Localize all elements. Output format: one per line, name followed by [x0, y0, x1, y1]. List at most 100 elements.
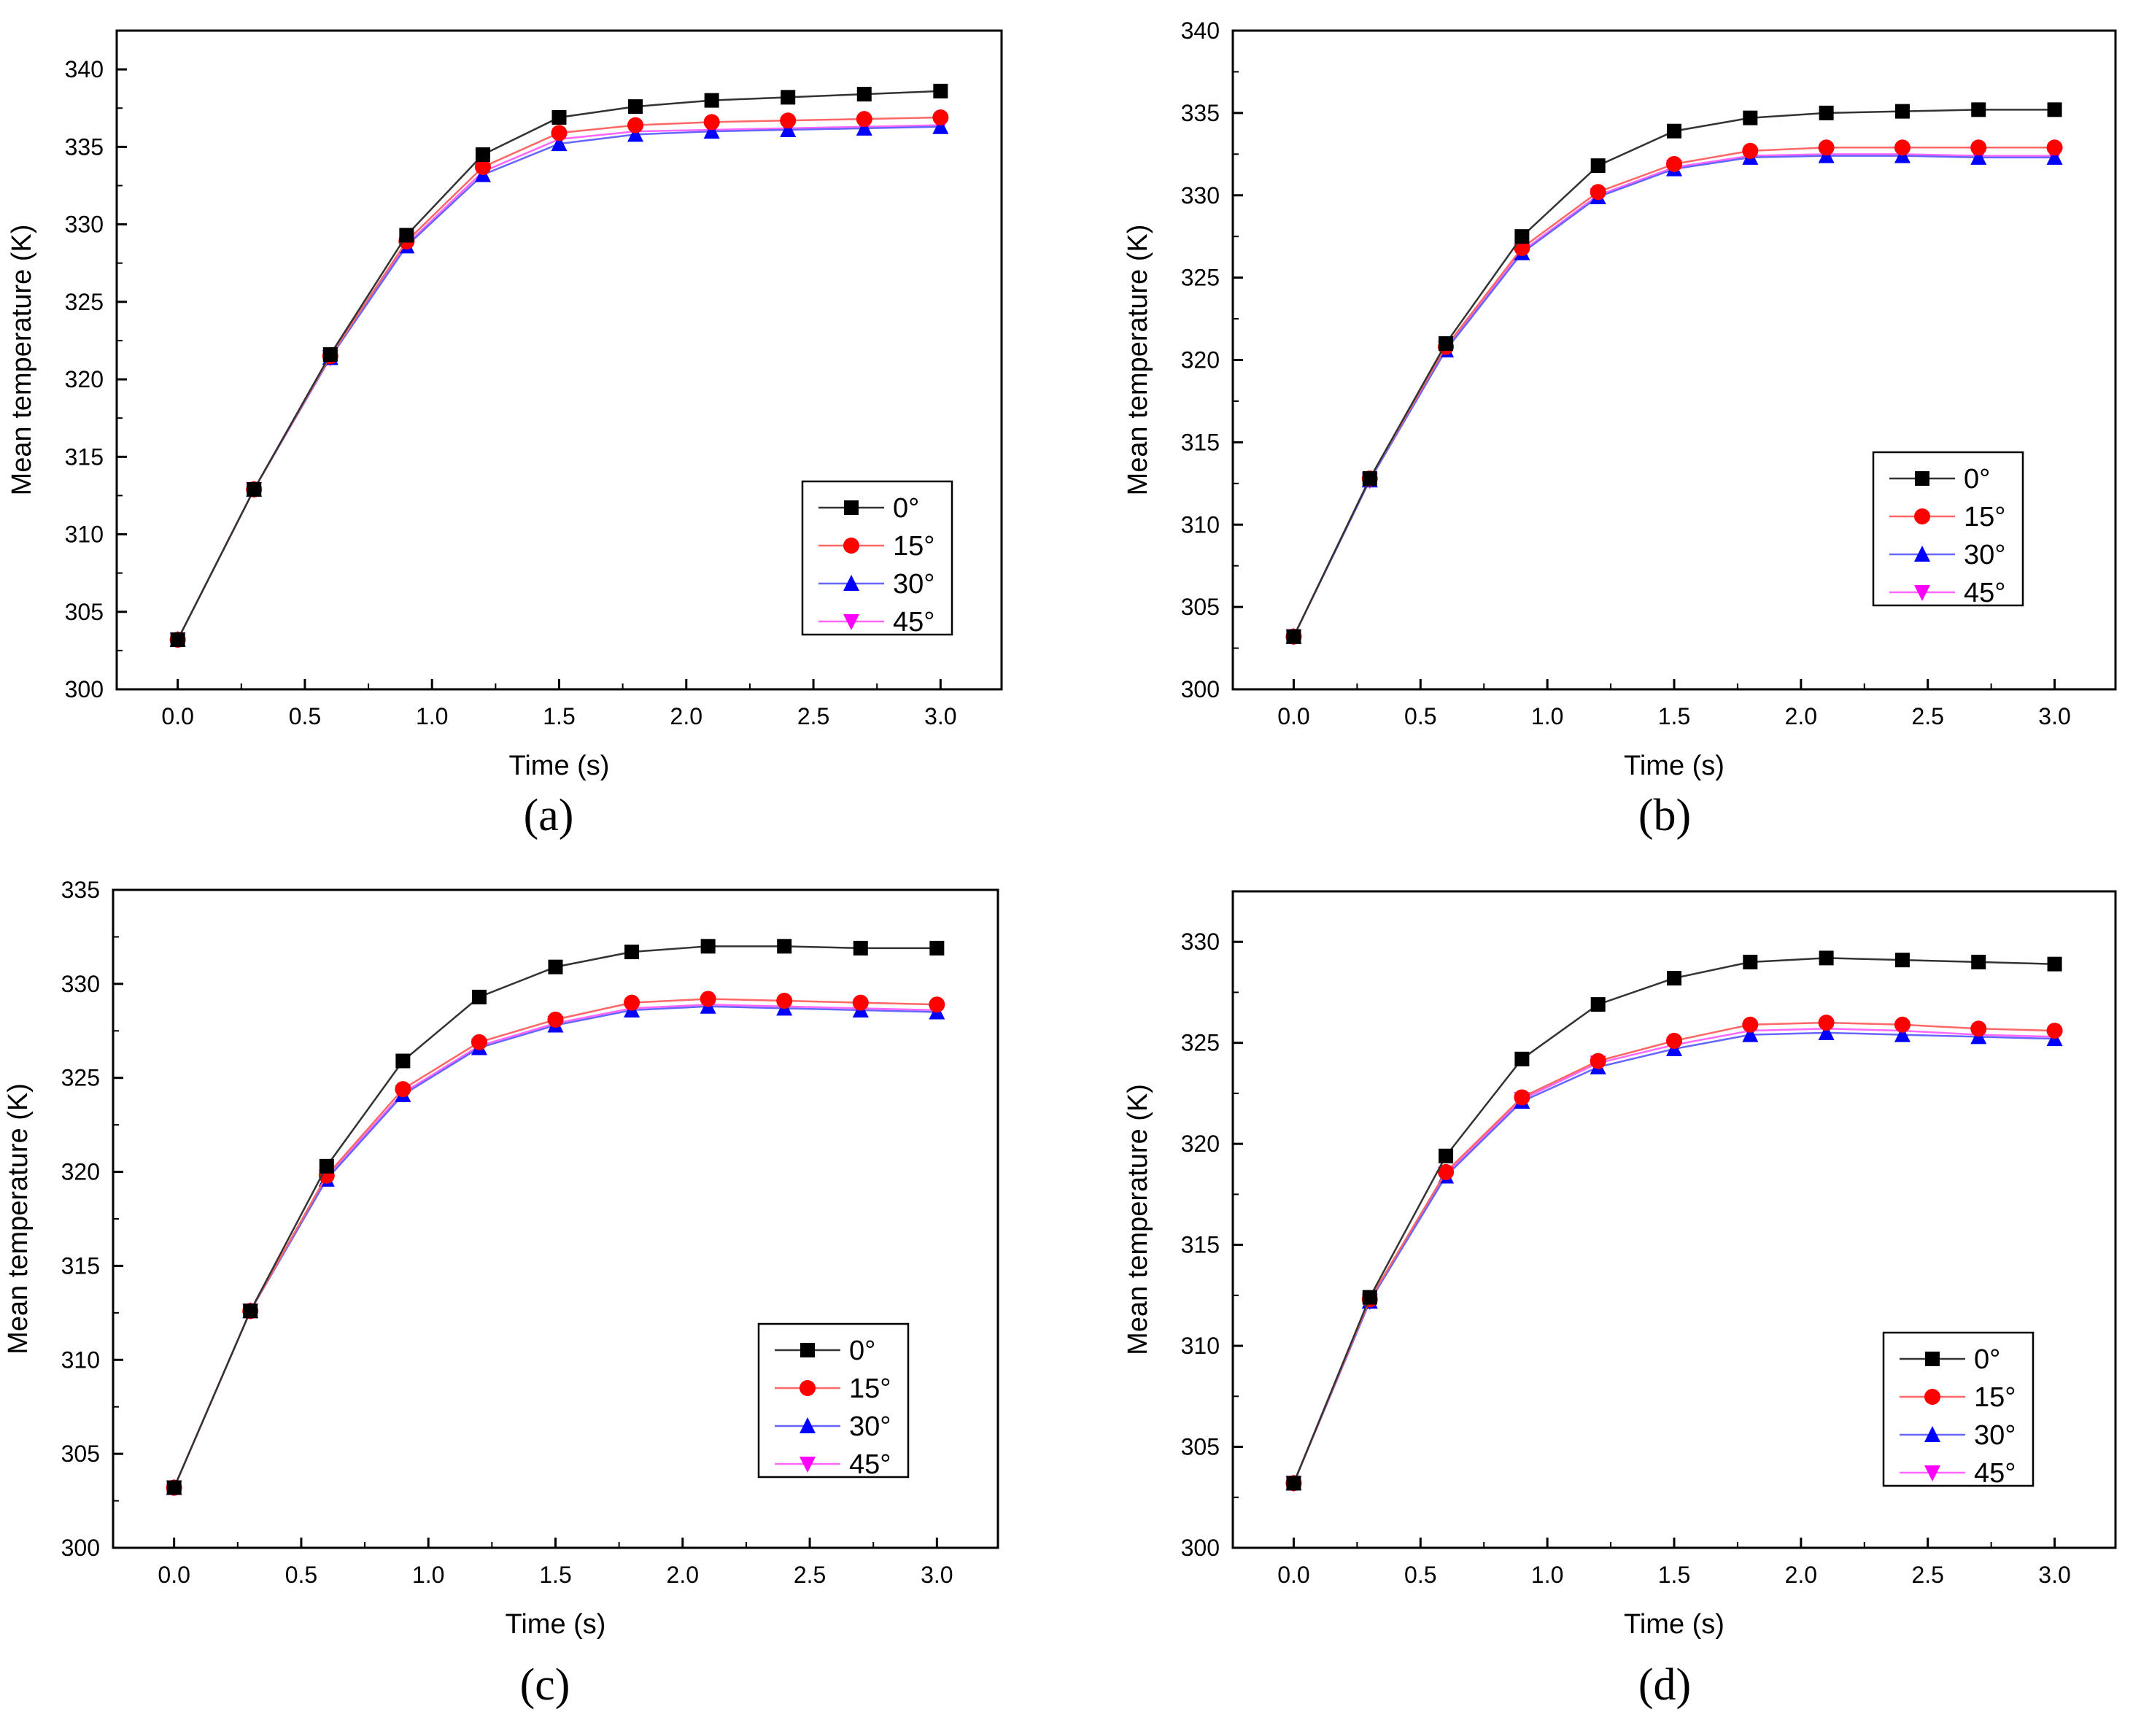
data-point — [1970, 148, 1987, 165]
legend-marker — [843, 538, 859, 554]
legend-marker — [843, 575, 859, 591]
legend-marker — [1925, 1352, 1940, 1366]
x-tick-label: 2.5 — [797, 703, 829, 729]
legend-label: 45° — [1964, 578, 2005, 608]
y-tick-label: 330 — [1181, 929, 1220, 955]
data-point — [933, 83, 948, 98]
data-point — [1819, 105, 1834, 120]
data-point — [1971, 954, 1986, 969]
data-point — [1666, 155, 1682, 172]
x-tick-label: 2.5 — [1911, 703, 1943, 729]
legend-label: 30° — [1964, 540, 2005, 570]
data-point — [474, 158, 491, 175]
data-point — [547, 1011, 564, 1028]
y-tick-label: 310 — [1181, 1333, 1220, 1359]
y-tick-label: 320 — [1181, 1131, 1220, 1157]
data-point — [627, 125, 644, 142]
x-tick-label: 2.0 — [1785, 703, 1817, 729]
x-tick-label: 2.5 — [1911, 1562, 1943, 1588]
series-0 — [170, 83, 948, 648]
legend-label: 15° — [1974, 1382, 2016, 1413]
legend-label: 0° — [893, 493, 919, 524]
y-axis-label: Mean temperature (K) — [1123, 1084, 1153, 1355]
legend-marker — [1915, 471, 1929, 486]
data-point — [777, 939, 792, 954]
data-point — [627, 117, 644, 133]
data-point — [1439, 336, 1454, 351]
legend-marker — [800, 1457, 816, 1473]
x-axis-label: Time (s) — [509, 751, 610, 781]
y-tick-label: 300 — [1181, 676, 1220, 702]
data-point — [1894, 1026, 1911, 1042]
legend: 0° 15° 30° 45° — [801, 480, 953, 638]
data-point — [243, 1303, 258, 1319]
data-point — [929, 996, 945, 1013]
x-tick-label: 1.0 — [1531, 703, 1563, 729]
data-point — [1590, 1053, 1606, 1069]
y-tick-label: 310 — [1181, 511, 1220, 538]
data-point — [853, 940, 868, 956]
y-tick-label: 310 — [61, 1346, 100, 1373]
x-tick-label: 3.0 — [924, 703, 956, 729]
data-point — [551, 109, 567, 125]
y-tick-label: 300 — [1181, 1535, 1220, 1561]
data-point — [170, 632, 185, 648]
y-tick-label: 320 — [1181, 347, 1220, 373]
legend-label: 30° — [1974, 1420, 2016, 1451]
data-point — [166, 1480, 182, 1495]
legend-marker — [1914, 508, 1930, 524]
data-point — [1970, 1020, 1987, 1037]
legend: 0° 15° 30° 45° — [1882, 1331, 2035, 1489]
data-point — [1818, 1015, 1835, 1031]
y-tick-label: 335 — [61, 877, 100, 903]
y-tick-label: 305 — [1181, 594, 1220, 620]
data-point — [1286, 1476, 1301, 1491]
chart-panel-c: 0.0 0.5 1.0 1.5 2.0 2.5 3.0 300 305 310 315 320 325 3… — [3, 877, 999, 1710]
data-point — [2046, 1023, 2063, 1039]
data-point — [1818, 139, 1835, 156]
panel-caption: (b) — [1638, 791, 1691, 840]
data-point — [1819, 950, 1834, 966]
x-tick-label: 2.0 — [670, 703, 702, 729]
y-tick-label: 330 — [65, 212, 104, 238]
x-tick-label: 3.0 — [2038, 703, 2070, 729]
data-point — [1894, 139, 1911, 156]
data-point — [929, 940, 945, 956]
data-point — [551, 135, 568, 152]
data-point — [1818, 1023, 1835, 1040]
x-axis-label: Time (s) — [1624, 1609, 1724, 1640]
x-tick-label: 1.0 — [416, 703, 448, 729]
data-point — [1362, 1290, 1377, 1305]
data-point — [1970, 139, 1987, 156]
x-tick-label: 2.0 — [667, 1562, 699, 1588]
x-tick-label: 1.0 — [412, 1562, 444, 1588]
series-0 — [1286, 950, 2062, 1491]
data-point — [1971, 102, 1986, 117]
y-tick-label: 315 — [61, 1252, 100, 1279]
x-tick-label: 0.0 — [1277, 703, 1309, 729]
data-point — [395, 1053, 411, 1069]
y-tick-label: 340 — [1181, 18, 1220, 44]
x-tick-label: 0.0 — [1277, 1562, 1309, 1588]
legend-label: 0° — [1974, 1344, 2000, 1375]
legend: 0° 15° 30° 45° — [757, 1322, 910, 1480]
data-point — [247, 481, 262, 497]
x-tick-label: 0.5 — [285, 1562, 317, 1588]
legend-marker — [1924, 1426, 1940, 1442]
data-point — [703, 123, 720, 139]
series-0 — [1286, 102, 2062, 644]
y-tick-label: 325 — [1181, 1030, 1220, 1056]
legend-marker — [800, 1380, 816, 1396]
y-tick-label: 305 — [65, 599, 104, 625]
data-point — [319, 1158, 334, 1174]
data-point — [628, 99, 643, 115]
legend-label: 15° — [849, 1373, 891, 1404]
panel-caption: (c) — [520, 1660, 570, 1710]
legend-label: 0° — [1964, 464, 1990, 495]
data-point — [1590, 997, 1606, 1012]
data-point — [1667, 123, 1681, 139]
y-tick-label: 320 — [61, 1159, 100, 1185]
data-point — [781, 90, 796, 105]
legend-marker — [1924, 1465, 1940, 1481]
data-point — [2046, 139, 2063, 156]
